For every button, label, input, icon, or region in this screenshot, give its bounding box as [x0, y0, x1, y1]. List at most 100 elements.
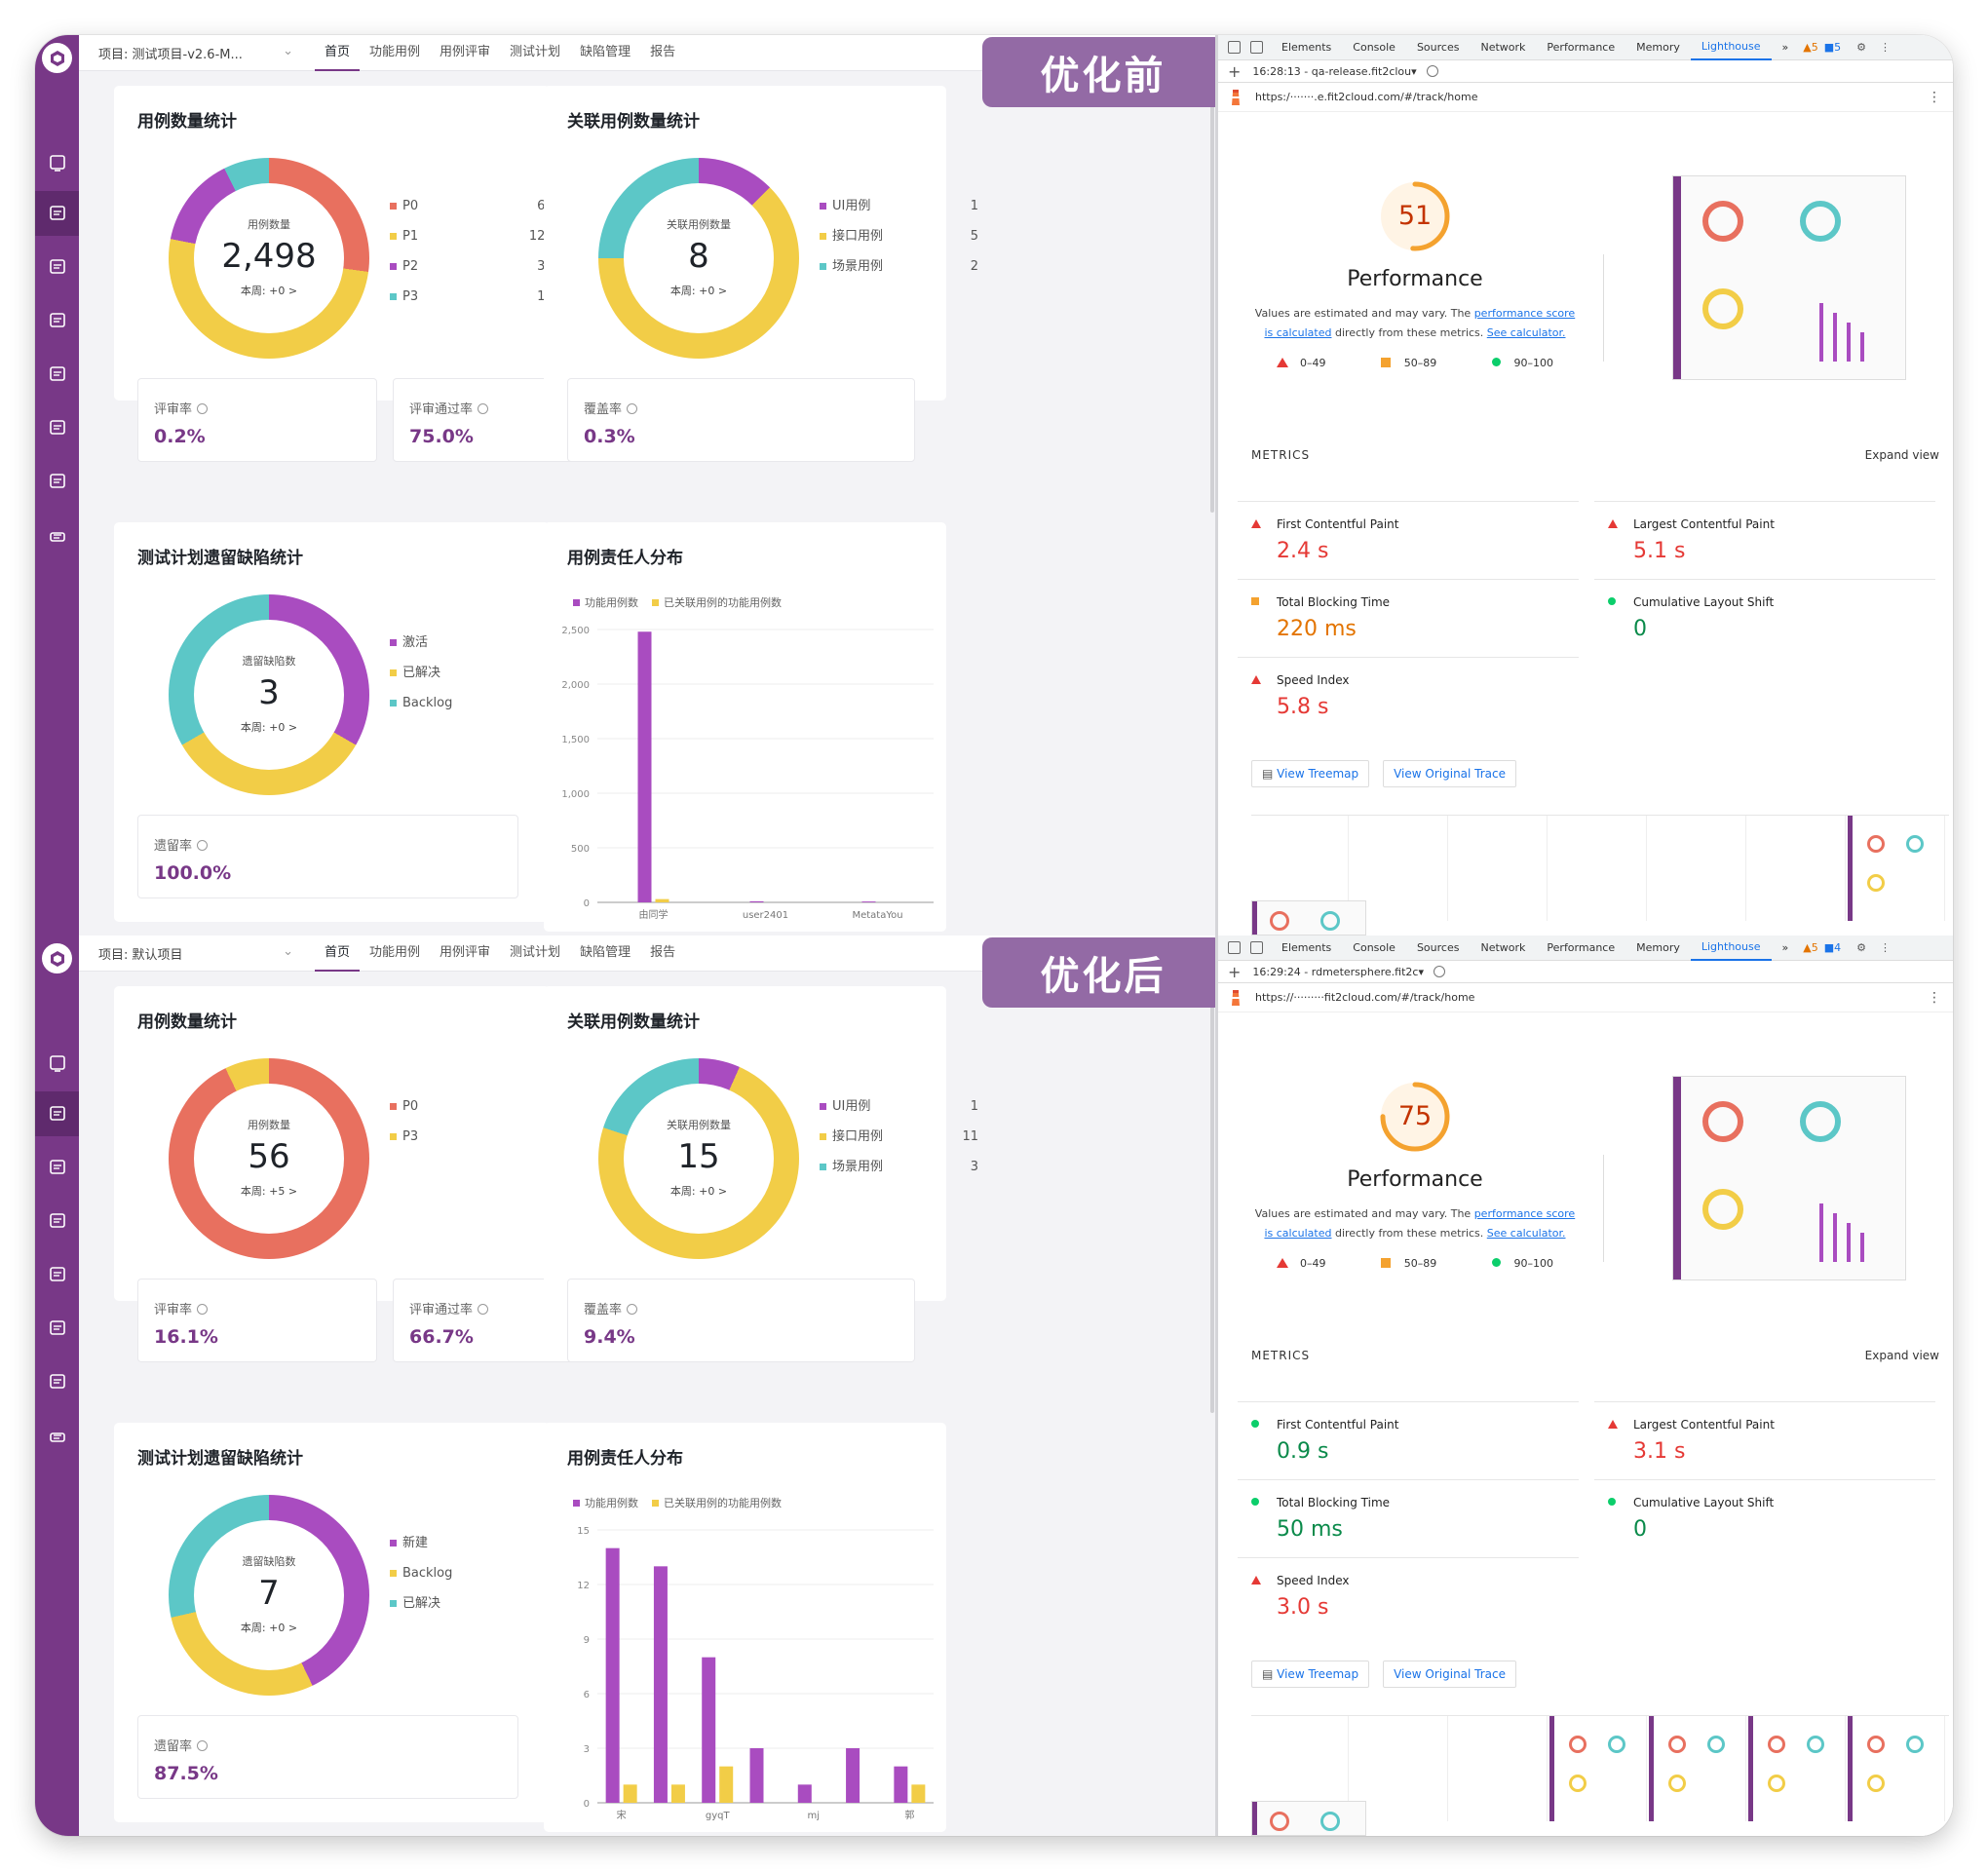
legend-row[interactable]: P2364	[390, 251, 561, 282]
plus-icon[interactable]: +	[1228, 61, 1242, 81]
help-icon[interactable]	[197, 1740, 209, 1751]
ui-icon[interactable]	[35, 1199, 79, 1243]
save-icon[interactable]	[35, 405, 79, 450]
devtools-tab[interactable]: Memory	[1636, 940, 1680, 954]
gear-icon[interactable]: ⚙	[1856, 41, 1866, 54]
devtools-tab[interactable]: Elements	[1281, 940, 1332, 954]
report-selector[interactable]: 16:29:24 - rdmetersphere.fit2c▾	[1252, 965, 1424, 978]
device-toolbar-icon[interactable]	[1250, 41, 1263, 54]
score-calculated-link[interactable]: performance score is calculated	[1264, 1207, 1576, 1240]
legend-row[interactable]: P3183	[390, 282, 561, 312]
legend-row[interactable]: 新建3	[390, 1528, 561, 1558]
filmstrip-frame[interactable]	[1848, 816, 1945, 921]
filmstrip-frame[interactable]	[1748, 816, 1846, 921]
inspect-icon[interactable]	[1228, 941, 1241, 954]
filmstrip-frame[interactable]	[1848, 1716, 1945, 1821]
help-icon[interactable]	[627, 1304, 638, 1315]
legend-item[interactable]: 已关联用例的功能用例数	[652, 594, 782, 610]
devtools-tab[interactable]: Console	[1353, 40, 1395, 54]
help-icon[interactable]	[197, 1304, 209, 1315]
nav-tab[interactable]: 用例评审	[440, 44, 491, 59]
warning-count[interactable]: ▲5	[1803, 41, 1818, 54]
final-screenshot-thumbnail[interactable]	[1672, 175, 1906, 380]
more-tabs-icon[interactable]: »	[1781, 940, 1789, 954]
legend-row[interactable]: P0678	[390, 191, 561, 221]
devtools-tab[interactable]: Elements	[1281, 40, 1332, 54]
devtools-tab[interactable]: Performance	[1547, 940, 1616, 954]
view-treemap-button[interactable]: ▤ View Treemap	[1251, 760, 1370, 787]
project-selector[interactable]: 项目: 默认项目 ⌄	[98, 944, 293, 963]
view-treemap-button[interactable]: ▤ View Treemap	[1251, 1661, 1370, 1688]
help-icon[interactable]	[478, 1304, 489, 1315]
legend-row[interactable]: 激活1	[390, 628, 561, 658]
devtools-tab[interactable]: Sources	[1416, 40, 1460, 54]
plus-icon[interactable]: +	[1228, 962, 1242, 981]
monitor-icon[interactable]	[35, 1041, 79, 1086]
legend-row[interactable]: P34	[390, 1122, 561, 1152]
project-selector[interactable]: 项目: 测试项目-v2.6-M... ⌄	[98, 44, 293, 62]
nav-tab[interactable]: 测试计划	[510, 944, 561, 960]
final-screenshot-thumbnail[interactable]	[1672, 1076, 1906, 1280]
nav-tab[interactable]: 缺陷管理	[580, 44, 631, 59]
week-delta-link[interactable]: 本周: +0 >	[669, 1185, 728, 1198]
message-count[interactable]: ■4	[1823, 941, 1842, 954]
clipboard-icon[interactable]	[35, 1091, 79, 1136]
filmstrip-frame[interactable]	[1549, 1716, 1647, 1821]
clipboard-icon[interactable]	[35, 191, 79, 236]
nav-tab[interactable]: 报告	[650, 944, 676, 960]
week-delta-link[interactable]: 本周: +5 >	[240, 1185, 298, 1198]
help-icon[interactable]	[197, 403, 209, 414]
nav-tab[interactable]: 首页	[315, 35, 361, 71]
folder-icon[interactable]	[35, 1359, 79, 1404]
legend-row[interactable]: P052	[390, 1091, 561, 1122]
nav-tab[interactable]: 报告	[650, 44, 676, 59]
week-delta-link[interactable]: 本周: +0 >	[240, 1622, 298, 1634]
nav-tab[interactable]: 功能用例	[369, 44, 421, 59]
view-trace-button[interactable]: View Original Trace	[1383, 1661, 1517, 1688]
legend-item[interactable]: 功能用例数	[573, 1495, 638, 1510]
see-calculator-link[interactable]: See calculator.	[1486, 1227, 1566, 1240]
monitor-icon[interactable]	[35, 140, 79, 185]
clear-icon[interactable]	[1433, 966, 1445, 977]
expand-view-toggle[interactable]: Expand view	[1864, 448, 1939, 462]
api-icon[interactable]	[35, 245, 79, 289]
inspect-icon[interactable]	[1228, 41, 1241, 54]
legend-row[interactable]: 接口用例 5	[820, 221, 978, 251]
see-calculator-link[interactable]: See calculator.	[1486, 326, 1566, 339]
device-toolbar-icon[interactable]	[1250, 941, 1263, 954]
warning-count[interactable]: ▲5	[1803, 941, 1818, 954]
filmstrip-frame[interactable]	[1351, 816, 1448, 921]
nav-tab[interactable]: 测试计划	[510, 44, 561, 59]
ui-icon[interactable]	[35, 298, 79, 343]
legend-row[interactable]: 场景用例 2	[820, 251, 978, 282]
screenshot-thumbnail[interactable]	[1251, 1801, 1366, 1836]
nav-tab[interactable]: 功能用例	[369, 944, 421, 960]
filmstrip-frame[interactable]	[1748, 1716, 1846, 1821]
filmstrip-frame[interactable]	[1649, 816, 1746, 921]
devtools-tab[interactable]: Lighthouse	[1690, 936, 1772, 961]
folder-icon[interactable]	[35, 459, 79, 504]
kebab-menu-icon[interactable]: ⋮	[1928, 89, 1941, 105]
save-icon[interactable]	[35, 1306, 79, 1351]
more-tabs-icon[interactable]: »	[1781, 40, 1789, 54]
filmstrip-frame[interactable]	[1351, 1716, 1448, 1821]
legend-row[interactable]: 已解决2	[390, 1588, 561, 1619]
scrollbar[interactable]	[1210, 103, 1214, 513]
stat-box[interactable]: 覆盖率 9.4%	[567, 1279, 915, 1362]
nav-tab[interactable]: 首页	[315, 936, 361, 972]
devtools-tab[interactable]: Console	[1353, 940, 1395, 954]
week-delta-link[interactable]: 本周: +0 >	[240, 285, 298, 297]
help-icon[interactable]	[478, 403, 489, 414]
devtools-tab[interactable]: Sources	[1416, 940, 1460, 954]
filmstrip-frame[interactable]	[1649, 1716, 1746, 1821]
stat-box[interactable]: 遗留率 100.0%	[137, 815, 518, 898]
kebab-menu-icon[interactable]: ⋮	[1879, 941, 1891, 954]
score-calculated-link[interactable]: performance score is calculated	[1264, 307, 1576, 339]
kebab-menu-icon[interactable]: ⋮	[1928, 989, 1941, 1006]
message-count[interactable]: ■5	[1823, 41, 1842, 54]
week-delta-link[interactable]: 本周: +0 >	[669, 285, 728, 297]
report-icon[interactable]	[35, 352, 79, 397]
legend-row[interactable]: UI用例 1	[820, 1091, 978, 1122]
report-icon[interactable]	[35, 1252, 79, 1297]
stat-box[interactable]: 评审率 0.2%	[137, 378, 377, 462]
